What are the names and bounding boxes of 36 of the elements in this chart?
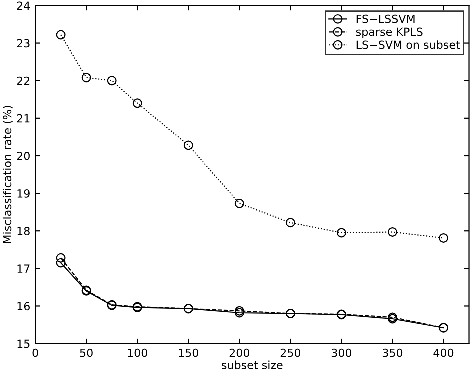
point bbox=[56, 30, 66, 40]
point bbox=[184, 140, 194, 150]
x-axis-title: subset size bbox=[222, 360, 283, 370]
y-tick-label: 20 bbox=[17, 152, 30, 160]
point bbox=[388, 228, 398, 237]
legend-label: LS−SVM on subset bbox=[356, 40, 460, 50]
point bbox=[82, 73, 92, 83]
x-tick-label: 250 bbox=[280, 348, 301, 358]
legend-label: FS−LSSVM bbox=[356, 14, 415, 24]
x-tick-label: 50 bbox=[80, 348, 93, 358]
point bbox=[286, 218, 296, 228]
x-tick-label: 350 bbox=[382, 348, 403, 358]
y-tick-label: 16 bbox=[18, 302, 30, 311]
y-tick-label: 24 bbox=[17, 2, 30, 10]
x-tick-label: 300 bbox=[332, 348, 352, 358]
x-tick-label: 0 bbox=[32, 348, 38, 358]
x-tick-label: 150 bbox=[179, 348, 198, 358]
y-tick-label: 18 bbox=[18, 227, 30, 236]
y-axis-title: Misclassification rate (%) bbox=[3, 106, 13, 244]
y-tick-label: 19 bbox=[18, 190, 30, 198]
y-tick-label: 17 bbox=[18, 264, 30, 273]
point bbox=[56, 253, 66, 263]
y-tick-label: 15 bbox=[18, 340, 30, 348]
legend-label: sparse KPLS bbox=[356, 28, 423, 38]
point bbox=[336, 228, 346, 238]
point bbox=[132, 98, 142, 108]
x-tick-label: 200 bbox=[230, 348, 250, 358]
y-tick-label: 21 bbox=[17, 114, 30, 123]
point bbox=[107, 76, 117, 86]
point bbox=[439, 234, 448, 243]
x-tick-label: 100 bbox=[128, 348, 148, 358]
point bbox=[234, 198, 244, 208]
y-tick-label: 23 bbox=[17, 39, 30, 48]
point bbox=[56, 258, 66, 268]
x-tick-label: 400 bbox=[434, 348, 454, 358]
y-tick-label: 22 bbox=[17, 76, 30, 86]
